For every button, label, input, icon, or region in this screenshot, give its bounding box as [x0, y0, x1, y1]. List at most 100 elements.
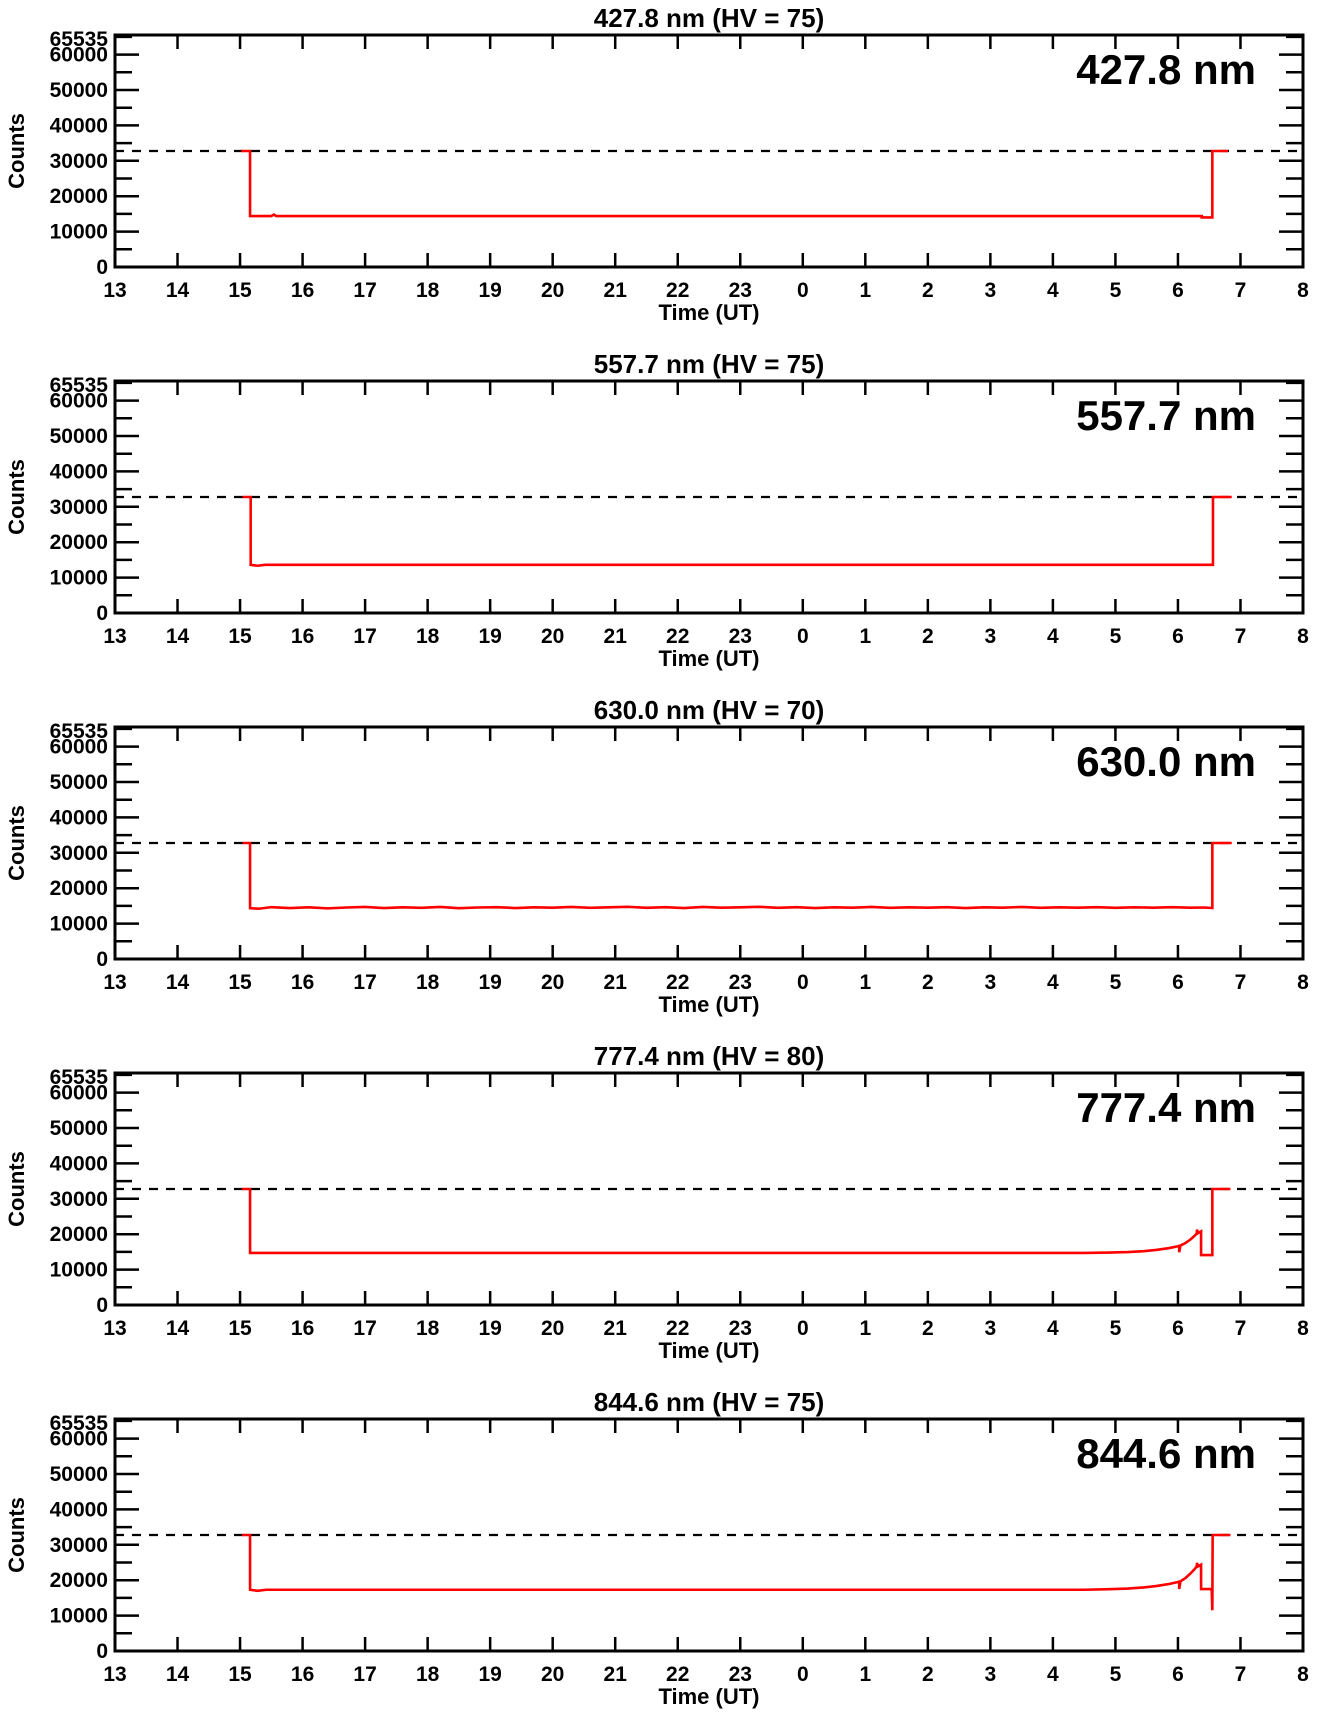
x-tick-label: 13: [103, 1317, 126, 1340]
x-tick-label: 1: [859, 625, 871, 648]
y-axis-label: Counts: [4, 459, 29, 535]
x-tick-label: 8: [1297, 1663, 1309, 1686]
x-tick-label: 8: [1297, 625, 1309, 648]
y-tick-label: 40000: [50, 1498, 108, 1521]
y-axis-label: Counts: [4, 1497, 29, 1573]
chart-panel-427.8: 427.8 nm (HV = 75)13 14 15 16 17 18 19 20 21 22 23…: [4, 3, 1309, 325]
y-tick-label: 10000: [50, 1259, 108, 1282]
y-tick-label-max: 65535: [50, 28, 109, 51]
x-tick-label: 4: [1047, 279, 1059, 302]
x-tick-label: 17: [353, 279, 376, 302]
x-tick-label: 2: [922, 625, 934, 648]
x-tick-label: 1: [859, 1663, 871, 1686]
x-tick-label: 13: [103, 971, 126, 994]
counts-series-line: [241, 1187, 1231, 1257]
x-tick-label: 8: [1297, 971, 1309, 994]
x-tick-label: 8: [1297, 279, 1309, 302]
x-tick-label: 15: [228, 279, 252, 302]
panel-title: 630.0 nm (HV = 70): [594, 695, 825, 725]
y-tick-label: 30000: [50, 842, 108, 865]
panel-title: 777.4 nm (HV = 80): [594, 1041, 825, 1071]
y-tick-label: 50000: [50, 79, 108, 102]
y-tick-label: 30000: [50, 1188, 108, 1211]
x-tick-label: 0: [797, 625, 809, 648]
y-tick-label: 10000: [50, 221, 108, 244]
x-tick-label: 6: [1172, 625, 1184, 648]
x-tick-label: 14: [166, 1663, 190, 1686]
y-tick-label: 60000: [50, 1082, 108, 1105]
x-axis-label: Time (UT): [658, 646, 759, 671]
x-axis-label: Time (UT): [658, 300, 759, 325]
x-tick-label: 7: [1235, 971, 1247, 994]
counts-series-line: [242, 841, 1232, 911]
y-tick-label-max: 65535: [50, 1066, 109, 1089]
y-tick-label: 10000: [50, 567, 108, 590]
x-tick-label: 15: [228, 1663, 252, 1686]
y-tick-label: 50000: [50, 1463, 108, 1486]
x-tick-label: 19: [478, 1317, 501, 1340]
x-tick-label: 7: [1235, 279, 1247, 302]
x-tick-label: 19: [478, 625, 501, 648]
x-axis-label: Time (UT): [658, 1684, 759, 1709]
x-tick-label: 15: [228, 1317, 252, 1340]
y-tick-label: 20000: [50, 531, 108, 554]
chart-panel-844.6: 844.6 nm (HV = 75)13 14 15 16 17 18 19 20 21 22 23…: [4, 1387, 1309, 1709]
x-tick-label: 17: [353, 971, 376, 994]
y-tick-label: 40000: [50, 114, 108, 137]
y-tick-label: 20000: [50, 877, 108, 900]
x-tick-label: 3: [985, 1663, 997, 1686]
x-tick-label: 14: [166, 625, 190, 648]
y-tick-label: 10000: [50, 913, 108, 936]
x-tick-label: 15: [228, 971, 252, 994]
x-tick-label: 22: [666, 971, 689, 994]
x-tick-label: 14: [166, 1317, 190, 1340]
y-tick-label: 10000: [50, 1605, 108, 1628]
x-tick-label: 4: [1047, 971, 1059, 994]
x-tick-label: 13: [103, 625, 126, 648]
x-tick-label: 23: [729, 1663, 752, 1686]
y-tick-label-max: 65535: [50, 374, 109, 397]
x-tick-label: 0: [797, 279, 809, 302]
x-tick-label: 22: [666, 279, 689, 302]
x-tick-label: 0: [797, 1663, 809, 1686]
x-tick-label: 16: [291, 971, 314, 994]
x-tick-label: 21: [604, 625, 628, 648]
y-axis-label: Counts: [4, 113, 29, 189]
x-tick-label: 5: [1110, 1317, 1122, 1340]
x-tick-label: 22: [666, 1317, 689, 1340]
x-tick-label: 6: [1172, 1663, 1184, 1686]
y-tick-label-max: 65535: [50, 720, 109, 743]
x-tick-label: 23: [729, 279, 752, 302]
x-tick-label: 13: [103, 1663, 126, 1686]
y-tick-label: 20000: [50, 185, 108, 208]
y-axis-label: Counts: [4, 805, 29, 881]
y-tick-label: 0: [96, 1640, 108, 1663]
x-tick-label: 0: [797, 1317, 809, 1340]
corner-wavelength-label: 630.0 nm: [1076, 738, 1256, 785]
y-tick-label: 50000: [50, 771, 108, 794]
panel-title: 844.6 nm (HV = 75): [594, 1387, 825, 1417]
chart-panel-630.0: 630.0 nm (HV = 70)13 14 15 16 17 18 19 20 21 22 23…: [4, 695, 1309, 1017]
x-tick-label: 2: [922, 971, 934, 994]
y-tick-label: 0: [96, 1294, 108, 1317]
chart-panel-777.4: 777.4 nm (HV = 80)13 14 15 16 17 18 19 20 21 22 23…: [4, 1041, 1309, 1363]
x-tick-label: 16: [291, 1317, 314, 1340]
x-tick-label: 5: [1110, 279, 1122, 302]
y-tick-label: 0: [96, 256, 108, 279]
x-tick-label: 22: [666, 1663, 689, 1686]
x-tick-label: 21: [604, 1317, 628, 1340]
y-tick-label-max: 65535: [50, 1412, 109, 1435]
y-tick-label: 50000: [50, 1117, 108, 1140]
x-tick-label: 5: [1110, 971, 1122, 994]
y-tick-label: 30000: [50, 496, 108, 519]
counts-series-line: [241, 149, 1228, 219]
y-tick-label: 30000: [50, 1534, 108, 1557]
y-tick-label: 30000: [50, 150, 108, 173]
x-tick-label: 16: [291, 625, 314, 648]
x-tick-label: 4: [1047, 1663, 1059, 1686]
y-axis-label: Counts: [4, 1151, 29, 1227]
y-tick-label: 50000: [50, 425, 108, 448]
x-tick-label: 18: [416, 1317, 440, 1340]
counts-series-line: [242, 495, 1232, 568]
